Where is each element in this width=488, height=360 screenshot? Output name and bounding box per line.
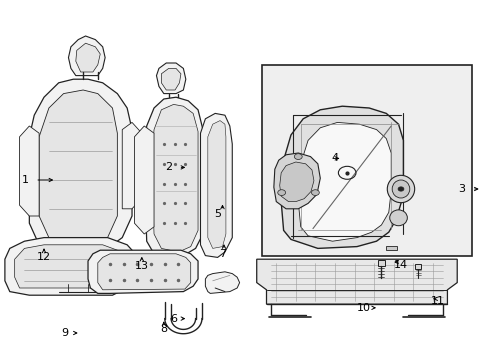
- Text: 14: 14: [393, 260, 407, 270]
- Text: 10: 10: [357, 303, 370, 313]
- Text: 3: 3: [458, 184, 465, 194]
- Text: 13: 13: [135, 261, 148, 271]
- Bar: [414, 264, 420, 269]
- Text: 8: 8: [160, 324, 167, 334]
- Polygon shape: [144, 97, 203, 257]
- Polygon shape: [279, 162, 313, 202]
- Polygon shape: [29, 79, 132, 248]
- Text: 5: 5: [214, 209, 221, 219]
- Bar: [386, 246, 396, 250]
- Polygon shape: [20, 126, 39, 216]
- Ellipse shape: [294, 154, 302, 159]
- Polygon shape: [76, 43, 100, 72]
- Polygon shape: [15, 245, 127, 288]
- Polygon shape: [256, 259, 456, 304]
- Polygon shape: [134, 126, 154, 234]
- Polygon shape: [200, 113, 232, 257]
- Text: 7: 7: [219, 249, 225, 259]
- Text: 2: 2: [165, 162, 172, 172]
- Polygon shape: [88, 250, 198, 293]
- Polygon shape: [161, 68, 181, 90]
- Polygon shape: [39, 90, 117, 238]
- Bar: [377, 260, 385, 266]
- Text: 6: 6: [170, 314, 177, 324]
- Polygon shape: [5, 238, 137, 295]
- Polygon shape: [298, 122, 390, 241]
- Polygon shape: [98, 254, 190, 290]
- Text: 11: 11: [430, 296, 444, 306]
- Polygon shape: [151, 104, 198, 252]
- Bar: [261, 65, 471, 256]
- Ellipse shape: [389, 210, 407, 226]
- Polygon shape: [68, 36, 105, 76]
- Polygon shape: [281, 106, 403, 248]
- Ellipse shape: [391, 180, 409, 198]
- Polygon shape: [205, 272, 239, 293]
- Text: 9: 9: [61, 328, 68, 338]
- Polygon shape: [156, 63, 185, 94]
- Text: 4: 4: [331, 153, 338, 163]
- Polygon shape: [122, 122, 142, 209]
- Ellipse shape: [311, 190, 319, 195]
- Text: 1: 1: [22, 175, 29, 185]
- Ellipse shape: [397, 187, 403, 191]
- Text: 12: 12: [37, 252, 51, 262]
- Polygon shape: [273, 153, 320, 209]
- Polygon shape: [207, 121, 225, 248]
- Ellipse shape: [386, 175, 414, 203]
- Ellipse shape: [277, 190, 285, 195]
